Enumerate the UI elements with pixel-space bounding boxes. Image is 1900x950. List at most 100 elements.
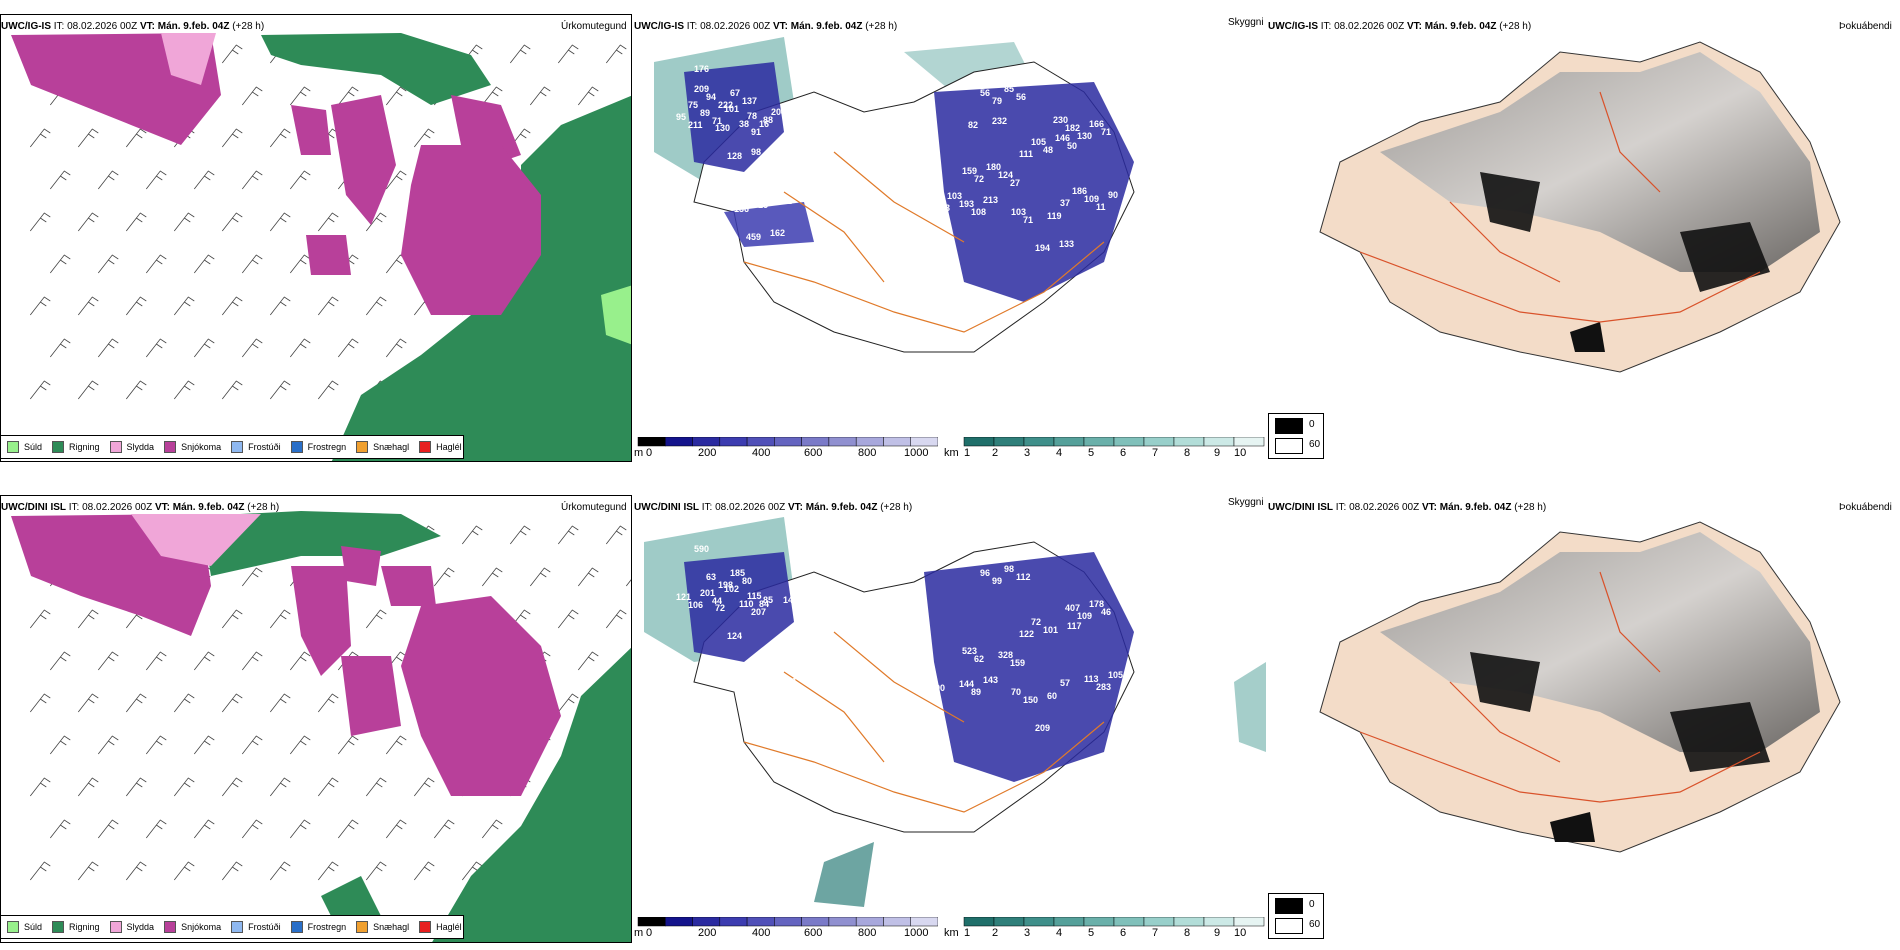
cloud-base-label: 162 <box>770 228 785 238</box>
row1-fog-roads <box>1359 91 1761 323</box>
cloud-base-label: 79 <box>992 96 1002 106</box>
row2-legend-item: Slydda <box>109 921 154 933</box>
cloud-base-label: 102 <box>724 584 739 594</box>
cloud-base-label: 209 <box>694 84 709 94</box>
row2-cb-tick: 200 <box>698 927 717 939</box>
wind-barb <box>77 861 99 881</box>
colorbar-cell <box>1083 916 1115 927</box>
wind-barb <box>97 819 119 839</box>
cloud-base-label: 115 <box>747 591 762 601</box>
row2-legend-item: Haglél <box>419 921 462 933</box>
legend-label: Frostúði <box>248 922 281 932</box>
row2-fog-dark-2 <box>1470 652 1540 712</box>
cloud-base-label: 101 <box>1043 625 1058 635</box>
row1-it-label: IT: <box>53 21 65 32</box>
wind-barb <box>221 609 243 629</box>
colorbar-cell <box>665 436 693 447</box>
wind-barb <box>509 525 531 545</box>
row1-fog-title: Þokuábendi <box>1839 21 1892 32</box>
wind-barb <box>97 254 119 274</box>
row2-cb-tick: 0 <box>646 927 653 939</box>
row2-rain-east <box>432 647 631 942</box>
row1-cloud-base-nw <box>684 62 784 172</box>
wind-barb <box>269 296 291 316</box>
colorbar-cell <box>1143 916 1175 927</box>
colorbar-cell <box>963 436 995 447</box>
cloud-base-label: 71 <box>712 116 722 126</box>
wind-barb <box>125 861 147 881</box>
wind-barb <box>173 212 195 232</box>
row1-fog-grey <box>1380 52 1820 272</box>
legend-label: Frostregn <box>307 442 347 452</box>
wind-barb <box>29 861 51 881</box>
row1-rain-north <box>261 33 491 105</box>
wind-barb <box>413 128 435 148</box>
fog-label: 60 <box>1309 439 1321 450</box>
colorbar-cell <box>883 916 911 927</box>
cloud-base-label: 109 <box>1077 611 1092 621</box>
row2-right-lead: (+28 h) <box>1514 502 1547 513</box>
fog-label: 0 <box>1309 419 1315 430</box>
cloud-base-label: 106 <box>758 680 773 690</box>
cloud-base-label: 136 <box>734 204 749 214</box>
row1-mid-lead: (+28 h) <box>865 21 898 32</box>
wind-barb <box>317 777 339 797</box>
wind-barb <box>289 819 311 839</box>
wind-barb <box>509 44 531 64</box>
cloud-base-label: 178 <box>1089 599 1104 609</box>
wind-barb <box>49 338 71 358</box>
wind-barb <box>221 296 243 316</box>
cloud-base-label: 213 <box>983 195 998 205</box>
colorbar-cell <box>1173 916 1205 927</box>
cloud-base-label: 85 <box>1004 84 1014 94</box>
wind-barb <box>77 212 99 232</box>
cloud-base-label: 101 <box>724 104 739 114</box>
row2-vis-tick: 10 <box>1234 927 1247 939</box>
row1-precip-legend: Súld Rigning Slydda Snjókoma Frostúði Fr… <box>0 435 464 459</box>
wind-barb <box>269 128 291 148</box>
wind-barb <box>193 254 215 274</box>
cloud-base-label: 590 <box>694 544 709 554</box>
wind-barb <box>125 777 147 797</box>
row1-visibility-bar <box>963 436 1265 447</box>
wind-barb <box>49 170 71 190</box>
colorbar-cell <box>774 436 802 447</box>
wind-barb <box>193 338 215 358</box>
cloud-base-label: 328 <box>998 650 1013 660</box>
colorbar-cell <box>910 436 939 447</box>
wind-barb <box>173 861 195 881</box>
freezing-rain-swatch <box>290 441 303 453</box>
row2-header: UWC/DINI ISL IT: 08.02.2026 00Z VT: Mán.… <box>1 502 279 514</box>
wind-barb <box>49 735 71 755</box>
cloud-base-label: 78 <box>747 111 757 121</box>
cloud-base-label: 185 <box>730 568 745 578</box>
row1-right-vt-label: VT: <box>1406 21 1422 32</box>
row1-vt-label: VT: <box>139 21 155 32</box>
colorbar-cell <box>828 916 857 927</box>
cloud-base-label: 407 <box>1065 603 1080 613</box>
row1-visibility-colorbar: km 1 2 3 4 5 6 7 8 9 10 <box>944 436 1268 461</box>
row2-vis-tick: 3 <box>1024 927 1031 939</box>
wind-barb <box>173 296 195 316</box>
drizzle-swatch <box>7 441 19 453</box>
row1-vis-unit: km <box>944 447 959 459</box>
wind-barb <box>77 777 99 797</box>
colorbar-cell <box>692 916 721 927</box>
row2-mid-it-label: IT: <box>701 502 713 513</box>
colorbar-cell <box>993 916 1025 927</box>
wind-barb <box>289 86 311 106</box>
row2-snow-1 <box>291 566 351 676</box>
wind-barb <box>557 693 579 713</box>
row2-it-value: 08.02.2026 00Z <box>82 502 153 513</box>
wind-barb <box>269 212 291 232</box>
wind-barb <box>269 777 291 797</box>
cloud-base-label: 121 <box>676 592 691 602</box>
legend-label: Haglél <box>436 442 462 452</box>
row2-vis-unit: km <box>944 927 959 939</box>
fog-swatch-black <box>1275 898 1303 914</box>
wind-barb <box>481 819 503 839</box>
row1-legend-item: Frostregn <box>290 441 347 453</box>
row1-precip-map <box>0 14 632 462</box>
hail-swatch <box>419 921 432 933</box>
